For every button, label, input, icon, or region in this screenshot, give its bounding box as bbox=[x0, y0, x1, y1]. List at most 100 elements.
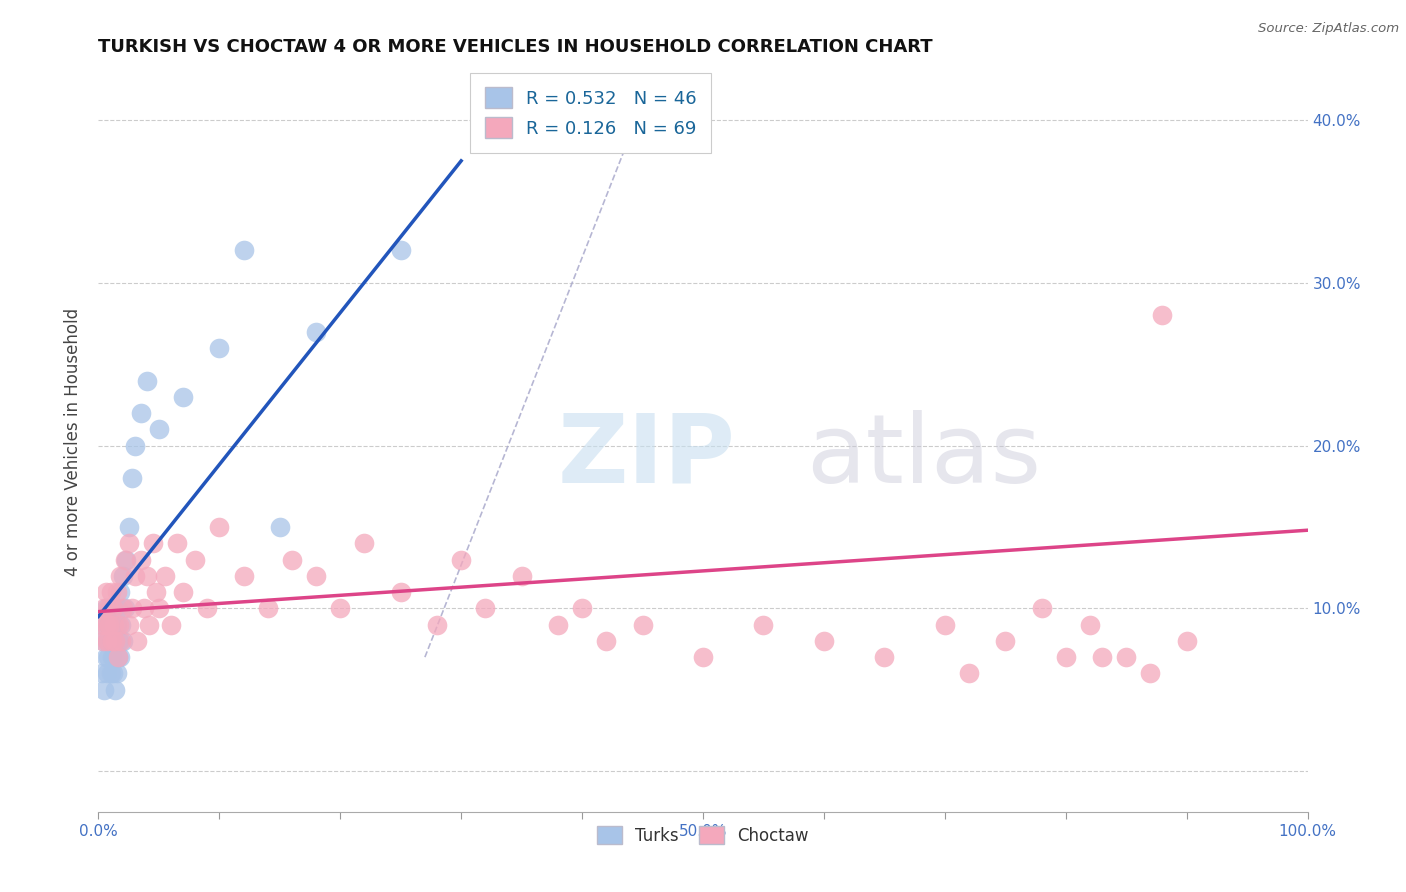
Point bbox=[98, 633, 121, 648]
Point bbox=[595, 633, 617, 648]
Point bbox=[571, 601, 593, 615]
Point bbox=[547, 617, 569, 632]
Point bbox=[100, 601, 122, 615]
Point bbox=[135, 374, 157, 388]
Point bbox=[114, 552, 136, 566]
Point bbox=[124, 439, 146, 453]
Point bbox=[108, 568, 131, 582]
Point bbox=[103, 650, 125, 665]
Point bbox=[1078, 617, 1101, 632]
Point bbox=[129, 406, 152, 420]
Text: ZIP: ZIP bbox=[558, 409, 735, 503]
Point bbox=[105, 585, 128, 599]
Point bbox=[101, 601, 124, 615]
Point bbox=[631, 617, 654, 632]
Point bbox=[389, 585, 412, 599]
Point bbox=[100, 666, 122, 681]
Point bbox=[256, 601, 278, 615]
Point bbox=[115, 552, 138, 566]
Point bbox=[96, 633, 118, 648]
Text: Source: ZipAtlas.com: Source: ZipAtlas.com bbox=[1258, 22, 1399, 36]
Text: atlas: atlas bbox=[806, 409, 1040, 503]
Point bbox=[94, 650, 117, 665]
Point bbox=[994, 633, 1017, 648]
Text: TURKISH VS CHOCTAW 4 OR MORE VEHICLES IN HOUSEHOLD CORRELATION CHART: TURKISH VS CHOCTAW 4 OR MORE VEHICLES IN… bbox=[98, 38, 934, 56]
Point bbox=[873, 650, 896, 665]
Point bbox=[172, 585, 194, 599]
Point bbox=[111, 601, 134, 615]
Point bbox=[93, 601, 115, 615]
Point bbox=[1139, 666, 1161, 681]
Point bbox=[107, 650, 129, 665]
Point bbox=[108, 633, 131, 648]
Point bbox=[813, 633, 835, 648]
Point bbox=[110, 633, 132, 648]
Point bbox=[98, 617, 121, 632]
Point bbox=[752, 617, 775, 632]
Point bbox=[145, 585, 167, 599]
Point bbox=[94, 617, 117, 632]
Point bbox=[142, 536, 165, 550]
Point bbox=[91, 617, 114, 632]
Point bbox=[97, 650, 120, 665]
Point bbox=[93, 617, 115, 632]
Point bbox=[353, 536, 375, 550]
Point bbox=[104, 682, 127, 697]
Point bbox=[957, 666, 980, 681]
Point bbox=[103, 601, 125, 615]
Point bbox=[100, 585, 122, 599]
Point bbox=[1152, 309, 1174, 323]
Point bbox=[101, 617, 124, 632]
Point bbox=[118, 536, 141, 550]
Point bbox=[97, 617, 120, 632]
Y-axis label: 4 or more Vehicles in Household: 4 or more Vehicles in Household bbox=[65, 308, 83, 575]
Point bbox=[389, 244, 412, 258]
Point bbox=[100, 650, 122, 665]
Point bbox=[166, 536, 188, 550]
Point bbox=[426, 617, 449, 632]
Point bbox=[124, 568, 146, 582]
Point bbox=[103, 617, 125, 632]
Point bbox=[108, 650, 131, 665]
Point bbox=[121, 601, 143, 615]
Point bbox=[104, 633, 127, 648]
Point bbox=[91, 666, 114, 681]
Point bbox=[110, 617, 132, 632]
Point bbox=[135, 568, 157, 582]
Point bbox=[104, 633, 127, 648]
Point bbox=[1054, 650, 1077, 665]
Point bbox=[153, 568, 176, 582]
Point bbox=[101, 666, 124, 681]
Point bbox=[138, 617, 160, 632]
Point bbox=[1031, 601, 1053, 615]
Point bbox=[129, 552, 152, 566]
Point bbox=[107, 601, 129, 615]
Point bbox=[208, 520, 231, 534]
Point bbox=[100, 633, 122, 648]
Point bbox=[93, 682, 115, 697]
Point bbox=[98, 601, 121, 615]
Point bbox=[111, 568, 134, 582]
Point bbox=[96, 633, 118, 648]
Point bbox=[94, 585, 117, 599]
Point bbox=[232, 568, 254, 582]
Point bbox=[172, 390, 194, 404]
Point bbox=[148, 601, 170, 615]
Point bbox=[105, 666, 128, 681]
Point bbox=[111, 633, 134, 648]
Point bbox=[305, 568, 328, 582]
Point bbox=[1175, 633, 1198, 648]
Point bbox=[148, 422, 170, 436]
Point bbox=[91, 633, 114, 648]
Point bbox=[474, 601, 496, 615]
Point bbox=[160, 617, 183, 632]
Point bbox=[329, 601, 352, 615]
Point bbox=[100, 617, 122, 632]
Point bbox=[305, 325, 328, 339]
Point bbox=[1115, 650, 1137, 665]
Point bbox=[108, 585, 131, 599]
Point bbox=[934, 617, 956, 632]
Point bbox=[134, 601, 156, 615]
Point bbox=[108, 617, 131, 632]
Point bbox=[107, 650, 129, 665]
